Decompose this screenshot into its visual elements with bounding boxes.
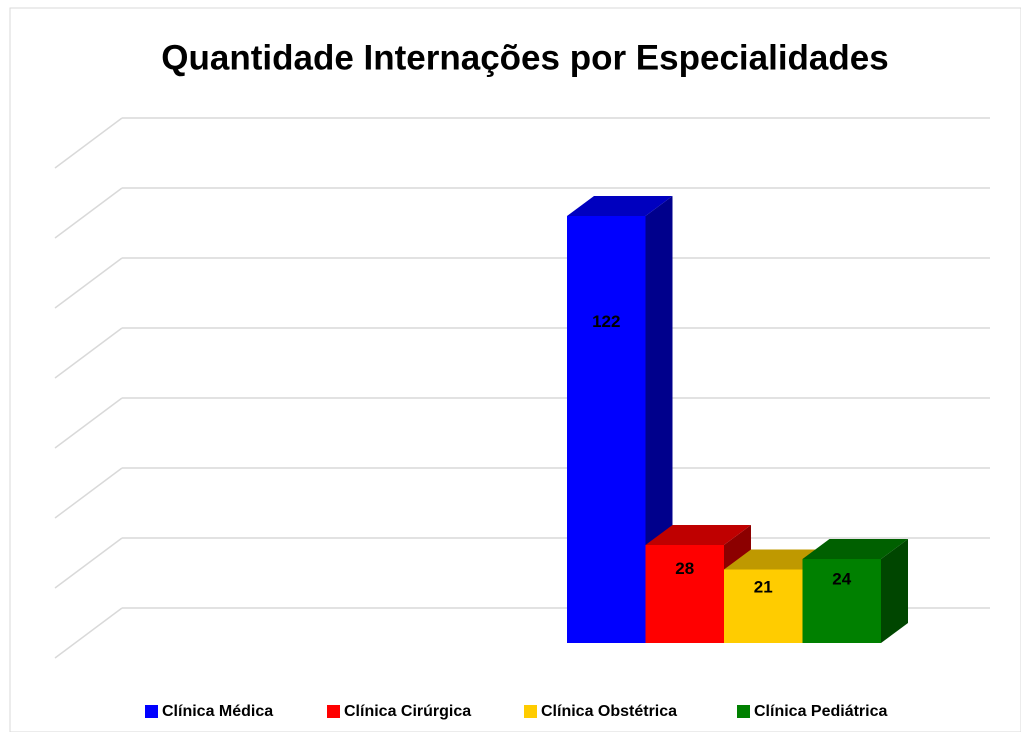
grid-line-side xyxy=(54,467,123,519)
data-label: 24 xyxy=(832,569,851,588)
legend-swatch xyxy=(327,705,340,718)
data-label: 122 xyxy=(592,312,620,331)
legend-swatch xyxy=(524,705,537,718)
grid-line-side xyxy=(54,187,123,239)
bar-top xyxy=(567,196,673,216)
bar-top xyxy=(802,539,908,559)
legend-label: Clínica Médica xyxy=(162,703,273,720)
bar xyxy=(802,559,881,643)
bar-top xyxy=(645,525,751,545)
grid-line-side xyxy=(54,257,123,309)
legend-swatch xyxy=(145,705,158,718)
bar xyxy=(645,545,724,643)
grid-line-side xyxy=(54,537,123,589)
bar-side xyxy=(881,539,908,643)
chart-title: Quantidade Internações por Especialidade… xyxy=(161,38,888,77)
data-label: 21 xyxy=(754,577,773,596)
grid-line-side xyxy=(54,607,123,659)
legend-swatch xyxy=(737,705,750,718)
grid-line-side xyxy=(54,397,123,449)
legend-label: Clínica Cirúrgica xyxy=(344,703,471,720)
legend-label: Clínica Obstétrica xyxy=(541,703,677,720)
grid-line-side xyxy=(54,327,123,379)
bar xyxy=(567,216,646,643)
data-label: 28 xyxy=(675,559,694,578)
grid-line-side xyxy=(54,117,123,169)
bar xyxy=(724,569,803,643)
legend-label: Clínica Pediátrica xyxy=(754,703,887,720)
